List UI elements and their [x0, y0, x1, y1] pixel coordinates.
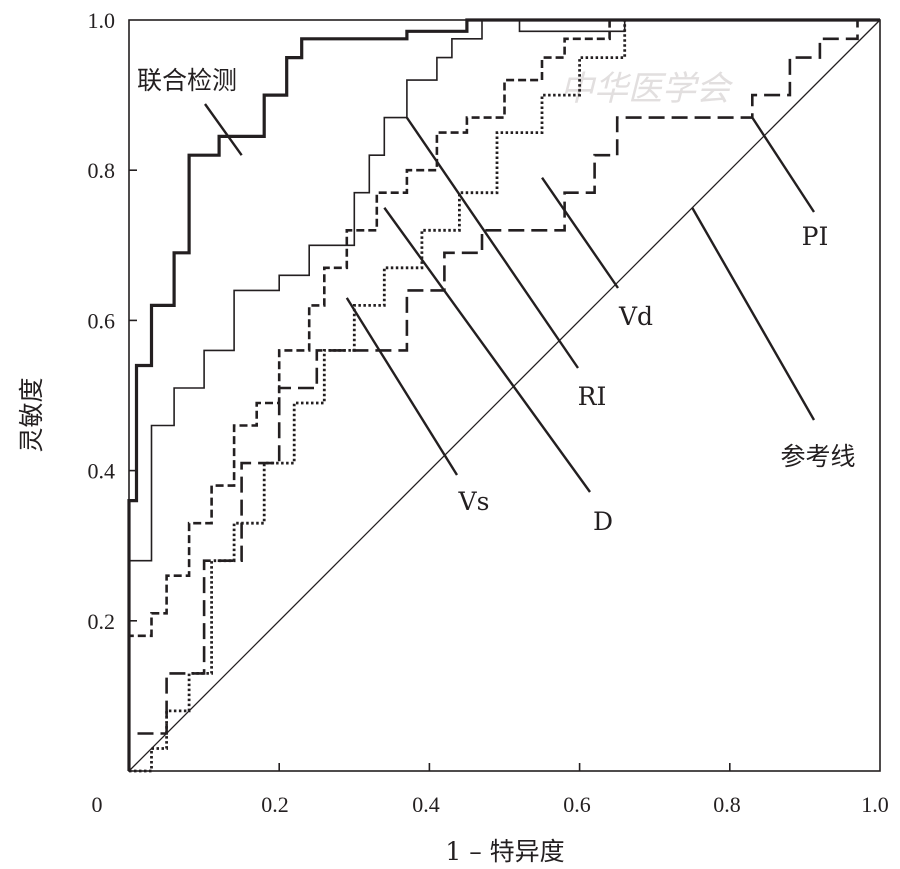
- x-tick-label: 1.0: [861, 792, 889, 817]
- y-tick-label: 0.2: [88, 609, 116, 634]
- series-line-2: [128, 19, 880, 771]
- series-line-6: [128, 19, 881, 772]
- x-tick-label: 0.2: [261, 792, 289, 817]
- annotation-leader-2: [405, 116, 579, 369]
- annotation-label-1: 联合检测: [137, 66, 237, 95]
- plot-area: [127, 18, 881, 773]
- annotation-label-6: D: [593, 507, 613, 536]
- series-line-4: [127, 18, 880, 771]
- annotation-leader-3: [541, 177, 619, 289]
- annotation-leader-6: [383, 207, 591, 493]
- plot-frame: [128, 19, 881, 772]
- annotation-label-3: Vd: [618, 302, 653, 331]
- y-tick-label: 0.4: [88, 459, 116, 484]
- annotation-leader-5: [691, 207, 816, 421]
- x-tick-label: 0.4: [412, 792, 440, 817]
- annotation-label-7: Vs: [458, 487, 490, 516]
- x-axis-title: 1 – 特异度: [445, 837, 564, 866]
- annotation-label-4: PI: [802, 222, 829, 251]
- annotation-leader-1: [204, 103, 243, 156]
- y-tick-label: 0.8: [88, 158, 116, 183]
- series-line-1: [127, 18, 880, 771]
- y-axis-title: 灵敏度: [17, 377, 46, 452]
- series-line-3: [127, 18, 880, 771]
- series-line-5: [129, 18, 880, 773]
- annotation-label-5: 参考线: [780, 442, 855, 471]
- curve-annotations: 联合检测 RI Vd PI 参考线 D Vs: [137, 66, 856, 536]
- annotation-label-2: RI: [578, 382, 607, 411]
- annotation-leader-7: [345, 297, 459, 476]
- y-tick-label: 0.6: [88, 308, 116, 333]
- y-tick-label: 1.0: [88, 8, 116, 33]
- axes: 0 0.2 0.4 0.6 0.8 1.0 0.2 0.4 0.6 0.8 1.0: [88, 8, 889, 817]
- annotation-leader-4: [751, 116, 816, 213]
- watermark: 中华医学会: [560, 69, 734, 109]
- x-tick-label: 0.6: [563, 792, 591, 817]
- x-tick-label: 0.8: [713, 792, 741, 817]
- x-tick-label: 0: [92, 792, 103, 817]
